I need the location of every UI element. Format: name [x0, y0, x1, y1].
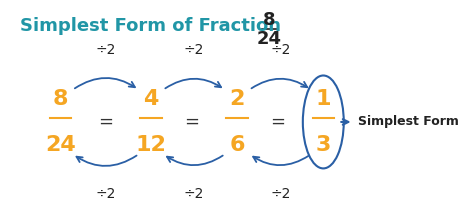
FancyArrowPatch shape: [76, 156, 137, 166]
Text: ÷2: ÷2: [184, 187, 204, 201]
Text: 3: 3: [316, 135, 331, 155]
Text: =: =: [98, 113, 113, 131]
FancyArrowPatch shape: [252, 79, 307, 88]
Text: 1: 1: [316, 89, 331, 109]
FancyArrowPatch shape: [75, 78, 135, 88]
Text: 12: 12: [136, 135, 166, 155]
Text: Simplest Form: Simplest Form: [358, 115, 459, 128]
Text: ÷2: ÷2: [96, 187, 116, 201]
Text: ÷2: ÷2: [270, 43, 291, 57]
Text: ÷2: ÷2: [270, 187, 291, 201]
FancyArrowPatch shape: [165, 79, 221, 88]
Text: ÷2: ÷2: [96, 43, 116, 57]
Text: 6: 6: [229, 135, 245, 155]
FancyArrowPatch shape: [167, 156, 223, 165]
Text: =: =: [184, 113, 200, 131]
Text: 2: 2: [229, 89, 245, 109]
Text: ÷2: ÷2: [184, 43, 204, 57]
Text: Simplest Form of Fraction: Simplest Form of Fraction: [20, 17, 282, 35]
Text: 24: 24: [45, 135, 76, 155]
Text: 8: 8: [263, 11, 276, 29]
Text: =: =: [271, 113, 285, 131]
Text: 8: 8: [53, 89, 68, 109]
Text: 4: 4: [143, 89, 159, 109]
FancyArrowPatch shape: [253, 156, 309, 165]
Text: 24: 24: [257, 30, 282, 48]
